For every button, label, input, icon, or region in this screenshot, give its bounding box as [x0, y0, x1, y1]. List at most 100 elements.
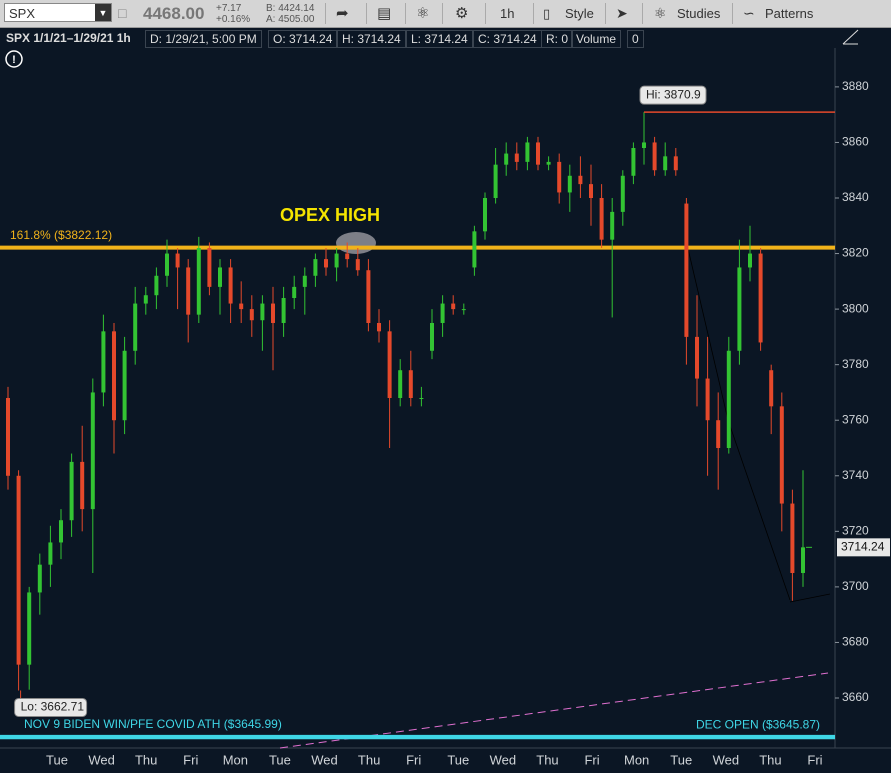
y-tick-label: 3720	[842, 524, 869, 538]
candle-body	[748, 253, 752, 268]
candle-body	[557, 161, 562, 193]
info-volume: 0	[627, 30, 644, 48]
symbol: SPX	[9, 6, 36, 21]
cursor-icon[interactable]: ➤	[616, 5, 628, 21]
lo-label: Lo: 3662.71	[21, 700, 85, 714]
settings-icon[interactable]: ⚙	[455, 5, 469, 22]
alert-icon-mark: !	[12, 54, 16, 66]
candle-body	[355, 259, 360, 271]
hi-label: Hi: 3870.9	[646, 87, 701, 101]
candle-body	[440, 303, 445, 323]
y-tick-label: 3860	[842, 135, 869, 149]
y-tick-label: 3880	[842, 79, 869, 93]
x-tick-label: Wed	[88, 752, 115, 767]
candle-body	[80, 461, 85, 510]
candle-body	[705, 378, 710, 421]
x-tick-label: Thu	[358, 752, 380, 767]
candle-body	[377, 323, 381, 332]
share-icon[interactable]: ➦	[336, 5, 349, 22]
candle-body	[249, 309, 254, 321]
candle-body	[504, 153, 509, 165]
candle-body	[165, 253, 169, 276]
candle-body	[69, 461, 74, 521]
candle-body	[493, 164, 498, 198]
annotation: OPEX HIGH	[280, 205, 380, 225]
y-tick-label: 3700	[842, 579, 869, 593]
x-tick-label: Tue	[447, 752, 469, 767]
x-tick-label: Mon	[223, 752, 248, 767]
candle-body	[589, 184, 593, 198]
candle-body	[112, 331, 116, 421]
candle-body	[16, 475, 21, 665]
candle-body	[430, 323, 434, 351]
last-price-box	[837, 538, 890, 557]
lo-label-box	[14, 697, 88, 717]
candle-body	[292, 286, 297, 298]
candle-body	[133, 303, 138, 351]
candle-body	[302, 275, 307, 287]
y-tick-label: 3840	[842, 190, 869, 204]
candle-body	[324, 259, 328, 268]
level-label: 161.8% ($3822.12)	[10, 228, 112, 242]
patterns-menu[interactable]: Patterns	[765, 6, 814, 21]
candle-body	[207, 248, 212, 287]
separator	[405, 3, 406, 24]
link-icon[interactable]: □	[118, 5, 127, 21]
separator	[642, 3, 643, 24]
candle-body	[408, 370, 413, 398]
candle-body	[801, 547, 805, 573]
flask-icon[interactable]: ⚛	[416, 5, 430, 22]
change-pct: +0.16%	[216, 14, 251, 25]
trend-line	[727, 419, 791, 601]
hi-label-box	[639, 85, 707, 105]
separator	[325, 3, 326, 24]
separator	[442, 3, 443, 24]
info-close: C: 3714.24	[473, 30, 542, 48]
separator	[533, 3, 534, 24]
candle-body	[175, 253, 180, 268]
style-menu[interactable]: Style	[565, 6, 594, 21]
level-label: NOV 9 BIDEN WIN/PFE COVID ATH ($3645.99)	[24, 717, 282, 731]
candle-body	[398, 370, 403, 398]
candle-body	[122, 350, 127, 421]
alert-icon[interactable]	[5, 50, 23, 68]
candle-body	[695, 336, 699, 379]
info-volume-label: Volume	[571, 30, 622, 48]
candle-body	[536, 142, 540, 165]
studies-menu[interactable]: Studies	[677, 6, 721, 21]
style-icon[interactable]: ▯	[543, 6, 551, 21]
candle-body	[620, 175, 625, 212]
candle-body	[726, 350, 731, 448]
patterns-icon[interactable]: ∽	[743, 5, 755, 21]
candle-body	[461, 309, 466, 311]
candle-body	[313, 259, 318, 276]
candle-body	[228, 267, 233, 304]
x-tick-label: Fri	[183, 752, 198, 767]
x-tick-label: Tue	[46, 752, 68, 767]
candle-body	[143, 295, 148, 304]
info-date: D: 1/29/21, 5:00 PM	[145, 30, 262, 48]
info-high: H: 3714.24	[337, 30, 406, 48]
info-open: O: 3714.24	[268, 30, 338, 48]
candle-body	[260, 303, 265, 321]
info-bar: SPX 1/1/21–1/29/21 1h D: 1/29/21, 5:00 P…	[0, 28, 891, 48]
candle-body	[663, 156, 668, 171]
candle-body	[525, 142, 530, 162]
candle-body	[366, 270, 371, 323]
notes-icon[interactable]: ▤	[377, 5, 392, 22]
interval[interactable]: 1h	[500, 6, 515, 21]
bid: B: 4424.14	[266, 3, 315, 14]
toolbar: SPX ▼ □ 4468.00 +7.17 +0.16% B: 4424.14 A…	[0, 0, 891, 28]
x-tick-label: Tue	[269, 752, 291, 767]
level-label: DEC OPEN ($3645.87)	[696, 717, 820, 731]
symbol-box[interactable]: SPX ▼	[4, 3, 112, 22]
candle-body	[419, 398, 424, 399]
candle-body	[271, 303, 275, 323]
last-price-label: 3714.24	[841, 540, 885, 554]
dropdown-arrow[interactable]: ▼	[95, 4, 111, 21]
studies-icon[interactable]: ⚛	[654, 5, 667, 21]
x-tick-label: Wed	[490, 752, 517, 767]
candle-body	[59, 520, 63, 543]
